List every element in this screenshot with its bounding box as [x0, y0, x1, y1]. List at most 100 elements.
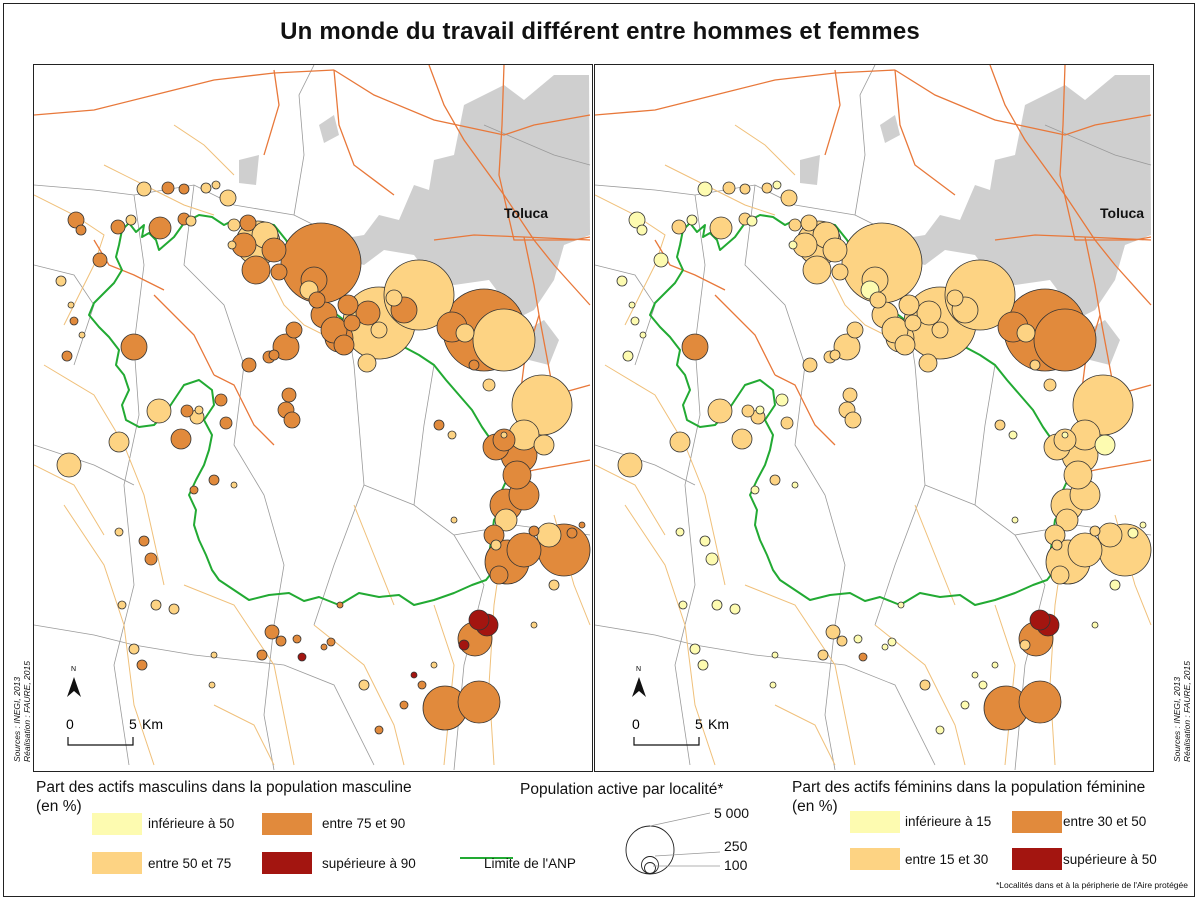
locality-circle	[1019, 639, 1031, 651]
locality-circle	[935, 725, 945, 735]
locality-circle	[622, 350, 634, 362]
base-map	[595, 65, 1152, 771]
main-road	[213, 374, 275, 446]
main-road	[824, 69, 841, 156]
main-road	[894, 69, 956, 196]
locality-circle	[227, 218, 241, 232]
legend-label-men-high: entre 75 et 90	[322, 816, 406, 831]
locality-circle	[1008, 430, 1018, 440]
locality-circle	[630, 316, 640, 326]
locality-circle	[528, 525, 540, 537]
urban-area	[880, 115, 900, 143]
locality-circle	[283, 411, 301, 429]
main-road	[153, 294, 215, 376]
locality-circle	[180, 404, 194, 418]
locality-circle	[399, 700, 409, 710]
locality-circle	[468, 609, 490, 631]
locality-circle	[108, 431, 130, 453]
locality-circle	[261, 237, 287, 263]
scale-five: 5	[129, 716, 137, 732]
locality-circle	[275, 635, 287, 647]
secondary-road	[744, 584, 856, 766]
locality-circle	[639, 331, 647, 339]
locality-circle	[887, 637, 897, 647]
locality-circle	[148, 216, 172, 240]
locality-circle	[385, 289, 403, 307]
secondary-road	[994, 604, 1016, 766]
secondary-road	[874, 624, 966, 766]
scale-unit: Km	[708, 716, 729, 732]
urban-area	[319, 115, 339, 143]
locality-circle	[144, 552, 158, 566]
urban-area	[895, 75, 1151, 320]
secondary-road	[353, 504, 395, 606]
locality-circle	[430, 661, 438, 669]
locality-circle	[489, 565, 509, 585]
map-frame	[3, 3, 1195, 897]
locality-circle	[653, 252, 669, 268]
municipal-limit	[363, 484, 485, 771]
locality-circle	[697, 659, 709, 671]
secondary-road	[313, 624, 405, 766]
locality-circle	[492, 428, 516, 452]
locality-circle	[337, 294, 359, 316]
main-road	[433, 234, 591, 241]
locality-circle	[170, 428, 192, 450]
legend-size-100: 100	[724, 857, 748, 873]
locality-circle	[120, 333, 148, 361]
municipal-limit	[854, 65, 876, 216]
locality-circle	[697, 181, 713, 197]
locality-circle	[264, 624, 280, 640]
municipal-limit	[595, 624, 756, 656]
locality-circle	[1043, 378, 1057, 392]
locality-circle	[355, 300, 381, 326]
locality-circle	[256, 649, 268, 661]
locality-circle	[675, 527, 685, 537]
legend-swatch-women-mid	[850, 848, 900, 870]
locality-circle	[1016, 323, 1036, 343]
municipal-limit	[113, 194, 145, 766]
north-label: N	[636, 666, 641, 673]
legend-swatch-men-top	[262, 852, 312, 874]
locality-circle	[75, 224, 87, 236]
locality-circle	[898, 294, 920, 316]
main-road	[333, 69, 591, 136]
locality-circle	[994, 419, 1006, 431]
locality-circle	[853, 634, 863, 644]
secondary-road	[824, 264, 886, 336]
locality-circle	[1050, 565, 1070, 585]
locality-circle	[500, 431, 508, 439]
locality-circle	[297, 652, 307, 662]
locality-circle	[791, 481, 799, 489]
locality-circle	[530, 621, 538, 629]
locality-circle	[1094, 434, 1116, 456]
municipal-limit	[595, 444, 696, 486]
municipal-limit	[1044, 124, 1152, 166]
locality-circle	[916, 300, 942, 326]
locality-circle	[482, 378, 496, 392]
locality-circle	[211, 180, 221, 190]
locality-circle	[918, 353, 938, 373]
municipal-limit	[34, 624, 195, 656]
locality-circle	[1053, 428, 1077, 452]
main-road	[34, 69, 335, 116]
locality-circle	[285, 321, 303, 339]
locality-circle	[858, 652, 868, 662]
locality-circle	[490, 539, 502, 551]
legend-label-women-low: inférieure à 15	[905, 814, 992, 829]
municipal-limit	[293, 65, 315, 216]
locality-circle	[711, 599, 723, 611]
municipal-limit	[34, 444, 135, 486]
locality-circle	[1089, 525, 1101, 537]
locality-circle	[374, 725, 384, 735]
north-arrow-icon	[632, 677, 646, 697]
proportional-circles-women	[616, 180, 1152, 735]
locality-circle	[836, 635, 848, 647]
locality-circle	[450, 516, 458, 524]
main-road	[595, 69, 896, 116]
locality-circle	[689, 643, 701, 655]
locality-circle	[1029, 609, 1051, 631]
locality-circle	[769, 681, 777, 689]
locality-circle	[336, 601, 344, 609]
locality-circle	[904, 314, 922, 332]
